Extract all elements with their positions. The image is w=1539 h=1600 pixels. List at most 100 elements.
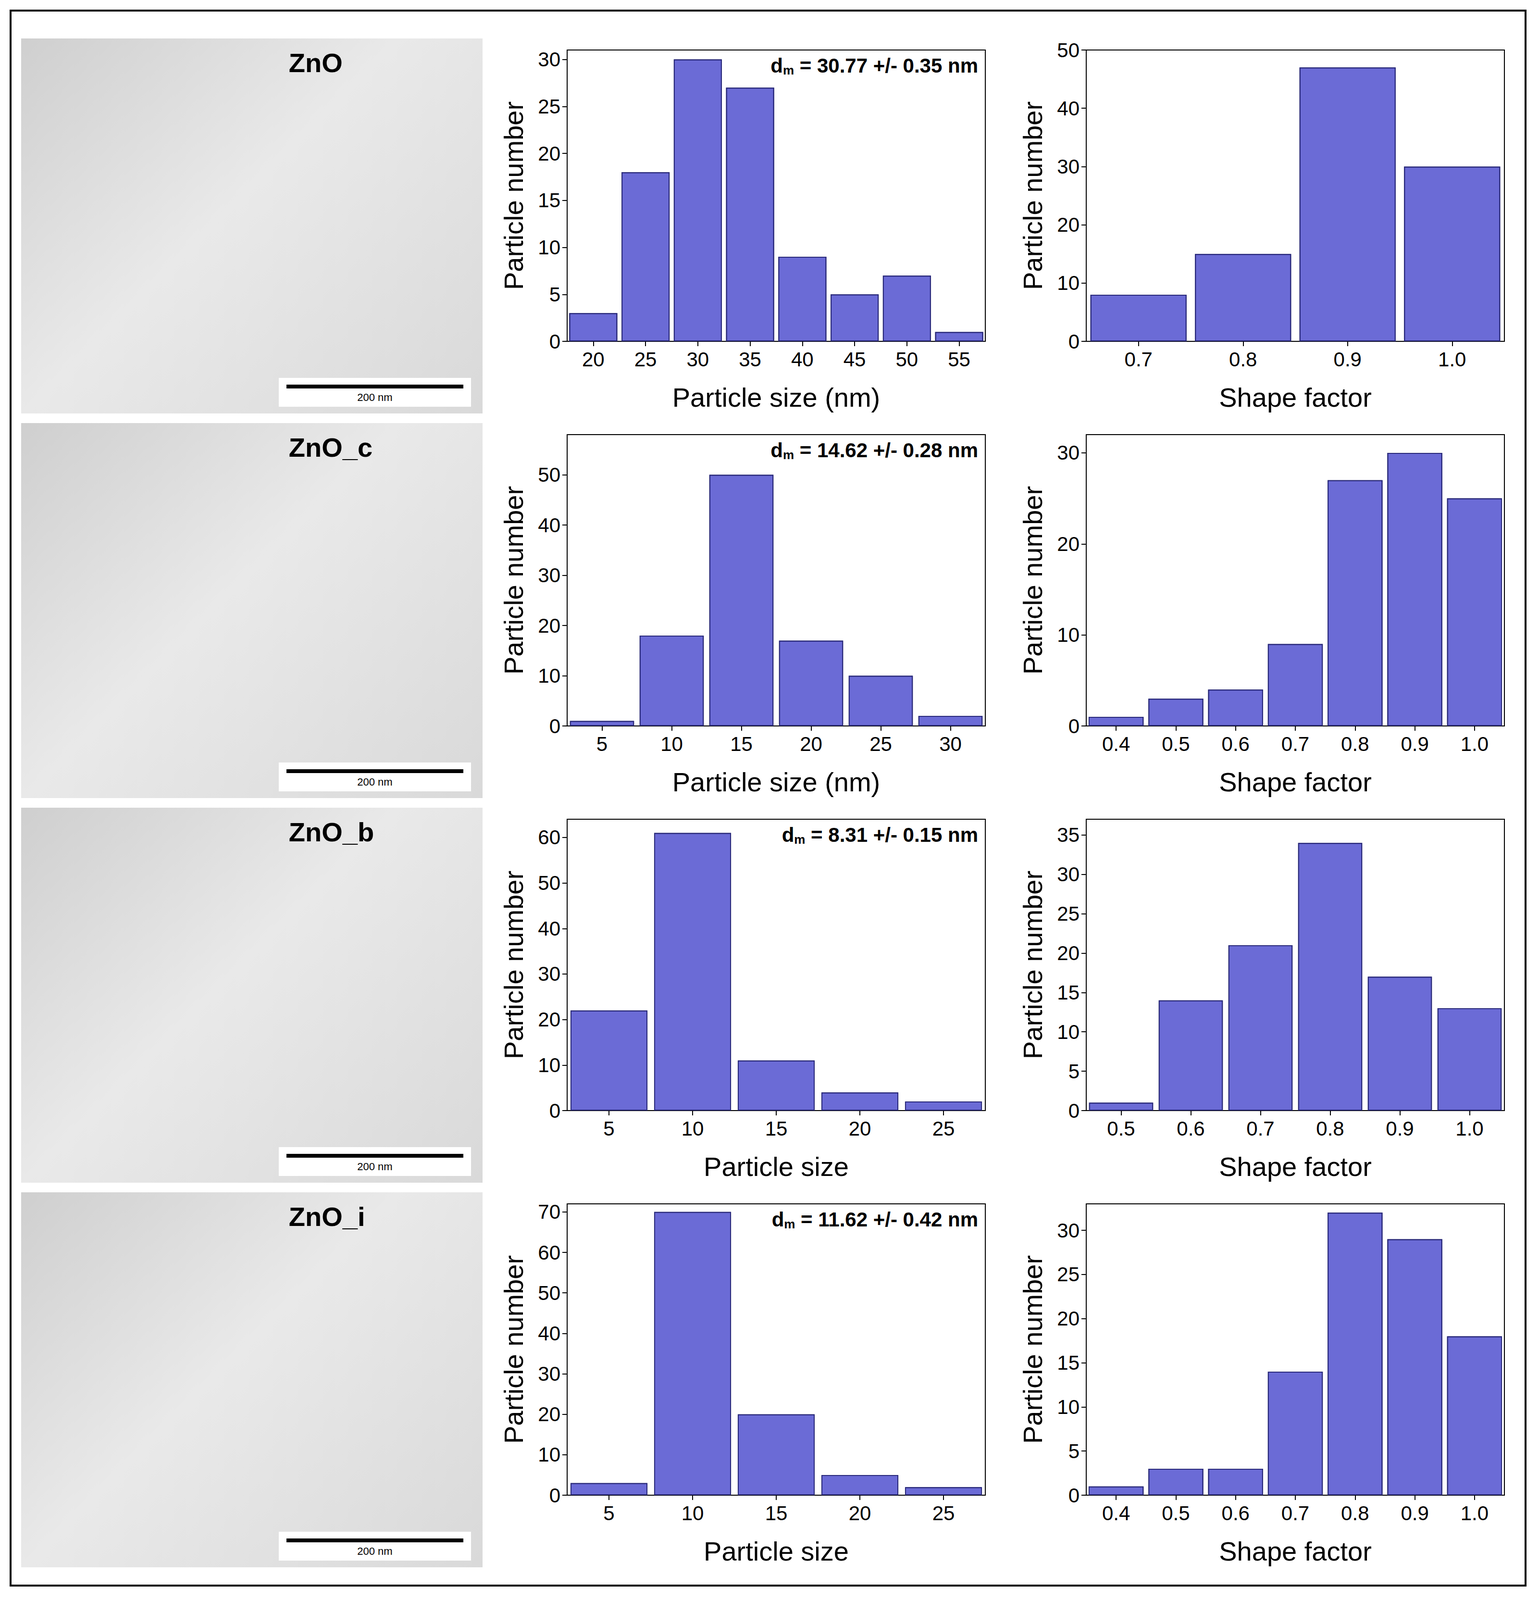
- svg-text:Particle size (nm): Particle size (nm): [672, 382, 881, 413]
- svg-text:0.6: 0.6: [1176, 1117, 1205, 1140]
- svg-text:15: 15: [1056, 1351, 1080, 1374]
- svg-text:30: 30: [537, 962, 561, 985]
- svg-text:d: d: [771, 1207, 785, 1231]
- svg-text:50: 50: [537, 463, 561, 486]
- svg-text:m: m: [783, 1216, 795, 1231]
- svg-text:25: 25: [537, 95, 561, 118]
- svg-text:0.9: 0.9: [1385, 1117, 1414, 1140]
- svg-text:5: 5: [1068, 1059, 1080, 1083]
- svg-text:25: 25: [1056, 1262, 1080, 1286]
- svg-text:0.8: 0.8: [1340, 1501, 1369, 1525]
- svg-text:5: 5: [1068, 1439, 1080, 1463]
- svg-text:0.7: 0.7: [1281, 732, 1310, 756]
- svg-text:= 8.31 +/- 0.15 nm: = 8.31 +/- 0.15 nm: [805, 823, 979, 846]
- svg-text:Particle number: Particle number: [1017, 870, 1048, 1059]
- svg-text:0: 0: [1068, 1099, 1080, 1122]
- svg-text:m: m: [782, 62, 795, 78]
- svg-text:50: 50: [537, 871, 561, 894]
- svg-text:20: 20: [537, 142, 561, 165]
- svg-text:10: 10: [660, 732, 683, 756]
- svg-text:15: 15: [537, 188, 561, 212]
- svg-text:0: 0: [549, 714, 561, 738]
- svg-text:10: 10: [1056, 1020, 1080, 1043]
- svg-text:15: 15: [730, 732, 753, 756]
- svg-text:0.8: 0.8: [1228, 347, 1257, 371]
- svg-text:20: 20: [537, 1007, 561, 1031]
- svg-text:40: 40: [1056, 97, 1080, 120]
- svg-text:10: 10: [537, 235, 561, 259]
- svg-text:Particle number: Particle number: [1017, 101, 1048, 290]
- svg-text:0.8: 0.8: [1315, 1117, 1344, 1140]
- svg-text:Particle number: Particle number: [498, 1254, 529, 1444]
- svg-text:60: 60: [537, 825, 561, 849]
- svg-text:10: 10: [681, 1117, 705, 1140]
- svg-text:30: 30: [1056, 1218, 1080, 1242]
- svg-text:5: 5: [596, 732, 608, 756]
- svg-text:Particle number: Particle number: [498, 101, 529, 290]
- svg-text:40: 40: [791, 347, 814, 371]
- svg-text:10: 10: [537, 664, 561, 687]
- svg-text:0.4: 0.4: [1102, 1501, 1130, 1525]
- svg-text:0.9: 0.9: [1400, 732, 1429, 756]
- svg-text:20: 20: [848, 1117, 872, 1140]
- svg-text:Shape factor: Shape factor: [1218, 382, 1372, 413]
- svg-text:0: 0: [549, 330, 561, 353]
- svg-text:Particle size: Particle size: [703, 1151, 849, 1182]
- svg-text:0: 0: [549, 1483, 561, 1507]
- svg-text:0.5: 0.5: [1161, 1501, 1190, 1525]
- svg-text:20: 20: [537, 1402, 561, 1426]
- svg-text:10: 10: [537, 1442, 561, 1466]
- svg-text:0.9: 0.9: [1333, 347, 1362, 371]
- svg-text:15: 15: [765, 1117, 788, 1140]
- svg-text:Particle size (nm): Particle size (nm): [672, 766, 881, 797]
- svg-text:30: 30: [1056, 155, 1080, 178]
- svg-text:m: m: [782, 447, 795, 462]
- svg-text:20: 20: [1056, 1306, 1080, 1330]
- svg-text:30: 30: [537, 563, 561, 587]
- svg-text:25: 25: [1056, 902, 1080, 925]
- svg-text:0: 0: [1068, 330, 1080, 353]
- svg-text:Particle number: Particle number: [1017, 1254, 1048, 1444]
- svg-text:d: d: [770, 438, 783, 462]
- svg-text:0.7: 0.7: [1281, 1501, 1310, 1525]
- svg-text:50: 50: [895, 347, 919, 371]
- svg-text:30: 30: [537, 48, 561, 71]
- svg-text:d: d: [770, 54, 783, 77]
- svg-text:30: 30: [537, 1362, 561, 1385]
- svg-text:0.9: 0.9: [1400, 1501, 1429, 1525]
- svg-text:m: m: [794, 831, 806, 847]
- svg-text:Shape factor: Shape factor: [1218, 1151, 1372, 1182]
- svg-text:40: 40: [537, 917, 561, 940]
- svg-text:10: 10: [537, 1053, 561, 1077]
- svg-text:45: 45: [843, 347, 867, 371]
- svg-text:50: 50: [537, 1281, 561, 1304]
- svg-text:Particle number: Particle number: [1017, 485, 1048, 675]
- svg-text:0.4: 0.4: [1102, 732, 1130, 756]
- svg-text:1.0: 1.0: [1438, 347, 1466, 371]
- svg-text:0: 0: [1068, 714, 1080, 738]
- svg-text:70: 70: [537, 1200, 561, 1223]
- svg-text:10: 10: [1056, 1395, 1080, 1418]
- svg-text:20: 20: [1056, 941, 1080, 965]
- svg-text:0.7: 0.7: [1124, 347, 1153, 371]
- svg-text:0.8: 0.8: [1340, 732, 1369, 756]
- svg-text:Particle number: Particle number: [498, 870, 529, 1059]
- svg-text:30: 30: [939, 732, 962, 756]
- svg-text:10: 10: [1056, 271, 1080, 295]
- svg-text:0.6: 0.6: [1221, 732, 1250, 756]
- svg-text:40: 40: [537, 1321, 561, 1345]
- svg-text:20: 20: [848, 1501, 872, 1525]
- svg-text:30: 30: [1056, 441, 1080, 464]
- svg-text:25: 25: [932, 1501, 956, 1525]
- svg-text:15: 15: [765, 1501, 788, 1525]
- svg-text:30: 30: [686, 347, 710, 371]
- svg-text:20: 20: [1056, 213, 1080, 236]
- svg-text:Shape factor: Shape factor: [1218, 766, 1372, 797]
- svg-text:60: 60: [537, 1241, 561, 1264]
- svg-text:35: 35: [738, 347, 762, 371]
- svg-text:50: 50: [1056, 38, 1080, 62]
- svg-text:25: 25: [932, 1117, 956, 1140]
- svg-text:10: 10: [1056, 623, 1080, 646]
- svg-text:1.0: 1.0: [1460, 732, 1489, 756]
- svg-text:0: 0: [549, 1099, 561, 1122]
